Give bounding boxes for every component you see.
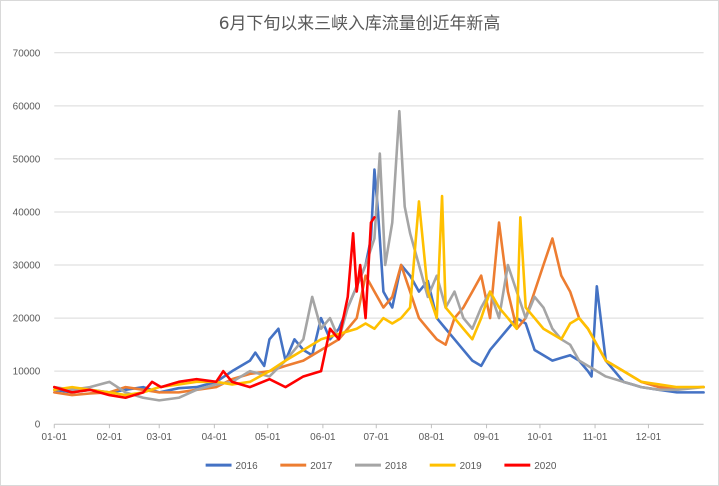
y-tick-label: 50000 (13, 154, 41, 165)
x-tick-label: 03-01 (147, 432, 173, 443)
y-tick-label: 40000 (13, 207, 41, 218)
y-tick-label: 20000 (13, 314, 41, 325)
series-line-2018 (52, 109, 705, 402)
legend-label-2018: 2018 (385, 461, 408, 472)
x-axis: 01-01 02-01 03-01 04-01 05-01 06-01 07-01 08-01… (42, 424, 662, 443)
x-tick-label: 05-01 (255, 432, 281, 443)
x-tick-label: 06-01 (310, 432, 336, 443)
x-tick-label: 01-01 (42, 432, 68, 443)
x-tick-label: 02-01 (97, 432, 123, 443)
series-line-2020 (52, 216, 376, 400)
y-tick-label: 30000 (13, 261, 41, 272)
y-axis: 0 10000 20000 30000 40000 50000 60000 70000 (13, 48, 41, 430)
legend: 2016 2017 2018 2019 2020 (205, 461, 557, 472)
x-tick-label: 09-01 (474, 432, 500, 443)
x-tick-label: 11-01 (583, 432, 608, 443)
x-tick-label: 10-01 (527, 432, 553, 443)
legend-label-2019: 2019 (460, 461, 483, 472)
series-lines (52, 109, 705, 402)
series-line-2017 (52, 221, 705, 397)
x-tick-label: 07-01 (364, 432, 390, 443)
y-tick-label: 10000 (13, 367, 41, 378)
x-tick-label: 04-01 (202, 432, 228, 443)
chart-title: 6月下旬以来三峡入库流量创近年新高 (219, 13, 501, 33)
y-tick-label: 60000 (13, 101, 41, 112)
legend-label-2016: 2016 (236, 461, 259, 472)
x-tick-label: 08-01 (419, 432, 445, 443)
y-tick-label: 0 (35, 420, 41, 431)
x-tick-label: 12-01 (636, 432, 662, 443)
legend-label-2020: 2020 (534, 461, 557, 472)
legend-label-2017: 2017 (310, 461, 333, 472)
y-tick-label: 70000 (13, 48, 41, 59)
